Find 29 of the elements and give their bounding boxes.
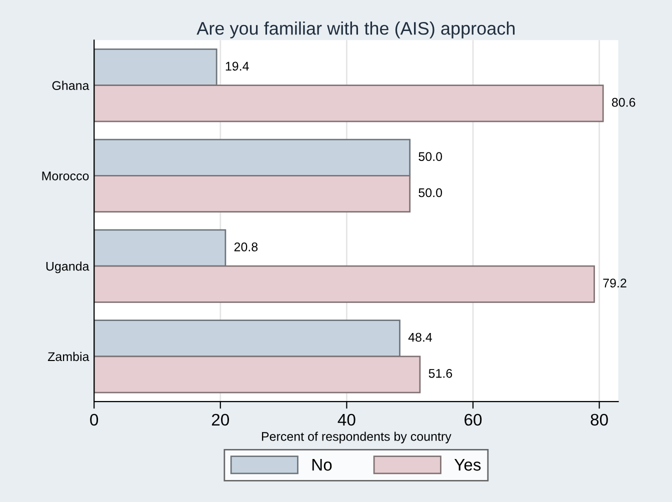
x-tick-label: 0 [90,414,98,426]
data-label: 19.4 [226,62,249,71]
chart-title: Are you familiar with the (AIS) approach [196,22,515,38]
y-tick-label: Uganda [46,262,90,274]
data-label: 50.0 [418,188,442,198]
x-tick-label: 80 [590,414,608,426]
bar [94,138,411,176]
data-label: 80.6 [612,98,636,107]
bar [94,229,226,267]
x-tick-label: 60 [464,414,482,426]
legend-label: No [312,459,332,471]
bar [94,320,400,358]
x-tick-label: 20 [212,414,229,426]
bar [94,265,595,303]
bar [94,175,411,213]
x-axis-title: Percent of respondents by country [262,432,452,444]
data-label: 51.6 [428,368,452,378]
data-label: 79.2 [603,278,626,288]
data-label: 50.0 [418,152,442,161]
data-label: 20.8 [234,242,258,252]
bar [94,356,421,394]
legend-label: Yes [454,459,481,471]
x-tick-label: 40 [338,414,356,426]
y-tick-label: Ghana [52,80,90,90]
bar [94,84,604,122]
y-tick-label: Morocco [42,172,89,180]
data-label: 48.4 [408,332,432,342]
y-tick-label: Zambia [48,352,90,362]
bar [94,48,218,86]
